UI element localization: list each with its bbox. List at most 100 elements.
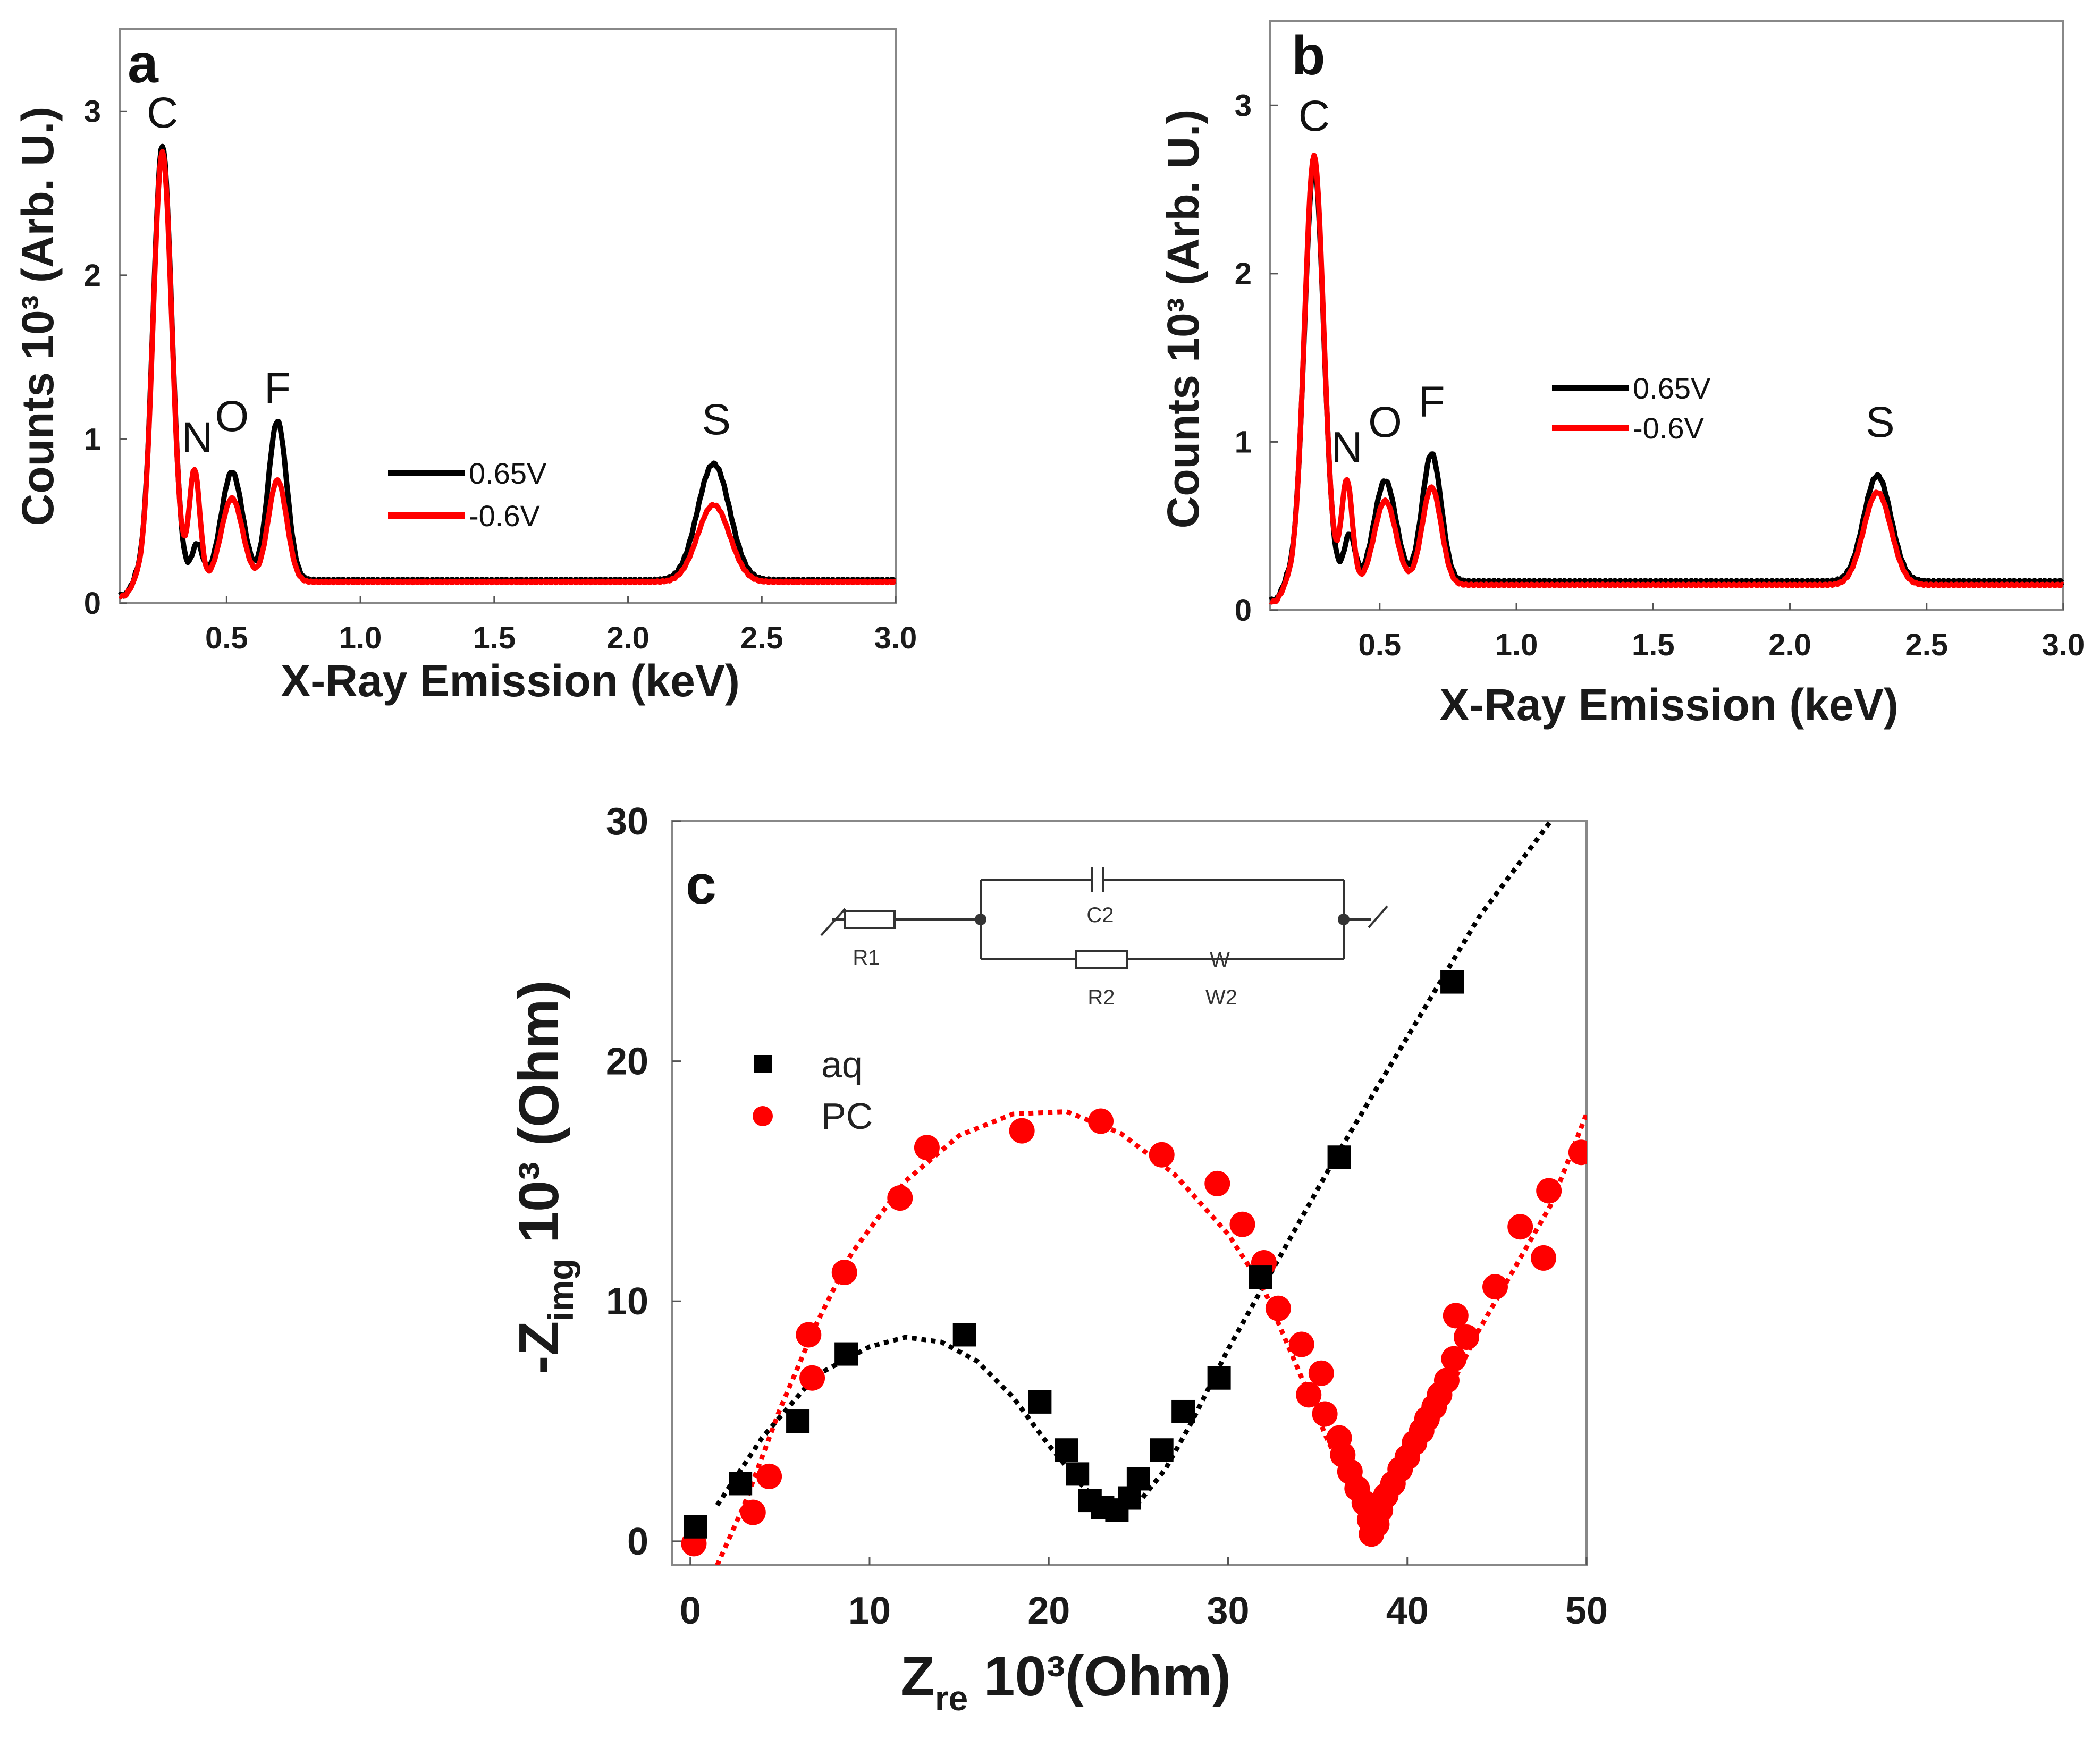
y-tick-label: 2 — [1235, 257, 1252, 291]
legend-label-aq: aq — [821, 1044, 863, 1085]
panel-a-y-axis-title: Counts 10³ (Arb. U.) — [13, 107, 63, 526]
data-point-pc — [1296, 1382, 1322, 1408]
data-point-aq — [952, 1323, 976, 1347]
x-tick-label: 1.0 — [1495, 628, 1538, 662]
x-tick-label: 3.0 — [2042, 628, 2085, 662]
x-tick-label: 10 — [848, 1590, 891, 1632]
peak-label: N — [1331, 423, 1362, 471]
data-point-pc — [740, 1499, 766, 1525]
y-title-main: -Z — [508, 1321, 570, 1374]
panel-a-legend: 0.65V -0.6V — [388, 457, 547, 533]
circuit-label-c2: C2 — [1086, 904, 1114, 927]
data-point-aq — [1440, 970, 1464, 994]
legend-label: -0.6V — [1633, 411, 1704, 445]
data-point-aq — [1150, 1438, 1174, 1462]
circuit-label-w2: W2 — [1205, 986, 1237, 1009]
peak-label: C — [147, 89, 178, 137]
data-point-pc — [1312, 1401, 1338, 1427]
data-point-pc — [1308, 1360, 1334, 1386]
x-tick-label: 50 — [1565, 1590, 1608, 1632]
data-point-pc — [887, 1185, 913, 1211]
data-point-aq — [729, 1472, 753, 1496]
panel-c-x-axis-title: Zre 10³(Ohm) — [900, 1645, 1231, 1718]
peak-label: F — [264, 365, 291, 413]
data-point-pc — [1536, 1178, 1562, 1204]
data-point-pc — [1204, 1170, 1230, 1196]
data-point-pc — [1229, 1211, 1255, 1237]
panel-a-x-axis: 0.5 1.0 1.5 2.0 2.5 3.0 — [205, 596, 917, 655]
panel-c-legend: aq PC — [753, 1044, 873, 1137]
x-tick-label: 30 — [1207, 1590, 1249, 1632]
circuit-label-r1: R1 — [853, 946, 880, 969]
panel-c-y-axis: 0 10 20 30 — [606, 800, 681, 1563]
peak-label: C — [1298, 92, 1330, 140]
y-title-rest: 10³ (Ohm) — [508, 980, 570, 1259]
y-tick-label: 3 — [84, 94, 101, 129]
legend-label: -0.6V — [469, 499, 540, 533]
legend-marker-aq — [754, 1055, 772, 1073]
panel-b-frame — [1269, 20, 2064, 611]
y-tick-label: 1 — [1235, 425, 1252, 459]
peak-label: S — [1866, 398, 1895, 446]
x-tick-label: 2.0 — [606, 621, 650, 655]
data-point-aq — [1171, 1399, 1195, 1423]
x-title-main: Z — [900, 1645, 935, 1708]
panel-b-legend: 0.65V -0.6V — [1552, 372, 1711, 445]
data-point-pc — [1441, 1346, 1467, 1372]
fit-line-aq — [715, 821, 1554, 1513]
data-point-pc — [1443, 1303, 1469, 1329]
panel-b-peak-labels: C NO F S — [1298, 92, 1895, 472]
panel-a: a 0.5 1.0 1.5 2.0 2.5 3.0 0 1 2 3 C N OF S 0.65V -0.… — [13, 28, 917, 706]
panel-a-series — [117, 143, 897, 600]
data-point-pc — [1009, 1118, 1035, 1144]
data-point-pc — [1433, 1367, 1460, 1394]
legend-label: 0.65V — [1633, 372, 1711, 405]
y-tick-label: 0 — [84, 586, 101, 621]
data-point-aq — [1249, 1265, 1272, 1289]
data-point-pc — [1265, 1295, 1291, 1321]
peak-label: O — [1368, 398, 1402, 446]
data-point-pc — [796, 1322, 822, 1348]
x-tick-label: 1.5 — [1632, 628, 1675, 662]
x-tick-label: 1.0 — [339, 621, 382, 655]
panel-c-frame — [671, 820, 1588, 1566]
legend-label-pc: PC — [821, 1095, 873, 1137]
equivalent-circuit-diagram — [820, 867, 1388, 969]
panel-c-x-axis: 0 10 20 30 40 50 — [680, 1557, 1608, 1632]
data-point-pc — [1482, 1274, 1508, 1300]
data-point-pc — [1454, 1324, 1480, 1350]
panel-b-series — [1269, 153, 2065, 605]
x-tick-label: 0 — [680, 1590, 701, 1632]
panel-b-x-axis-title: X-Ray Emission (keV) — [1439, 680, 1899, 730]
data-point-aq — [786, 1409, 810, 1433]
resistor-r2 — [1075, 950, 1128, 969]
panel-a-x-axis-title: X-Ray Emission (keV) — [281, 656, 740, 706]
x-tick-label: 0.5 — [205, 621, 248, 655]
peak-label: O — [215, 392, 249, 441]
y-tick-label: 3 — [1235, 88, 1252, 123]
data-point-aq — [684, 1515, 707, 1539]
x-tick-label: 3.0 — [874, 621, 917, 655]
panel-a-letter: a — [128, 33, 159, 95]
data-point-pc — [799, 1365, 825, 1391]
data-point-pc — [756, 1463, 782, 1489]
y-tick-label: 30 — [606, 800, 648, 843]
data-point-aq — [834, 1342, 858, 1366]
legend-label: 0.65V — [469, 457, 547, 490]
panel-b-y-axis: 0 1 2 3 — [1235, 88, 1278, 628]
panel-c-letter: c — [686, 854, 716, 916]
y-tick-label: 10 — [606, 1280, 648, 1323]
data-point-pc — [1568, 1139, 1587, 1166]
x-tick-label: 40 — [1386, 1590, 1429, 1632]
resistor-r1 — [844, 910, 896, 929]
x-title-rest: 10³(Ohm) — [968, 1645, 1231, 1708]
y-tick-label: 1 — [84, 422, 101, 457]
circuit-label-r2: R2 — [1087, 986, 1115, 1009]
data-point-pc — [914, 1135, 940, 1161]
y-tick-label: 2 — [84, 258, 101, 293]
data-point-pc — [1507, 1214, 1533, 1240]
panel-a-y-axis: 0 1 2 3 — [84, 94, 127, 621]
data-point-pc — [831, 1260, 857, 1286]
peak-label: F — [1418, 378, 1445, 426]
